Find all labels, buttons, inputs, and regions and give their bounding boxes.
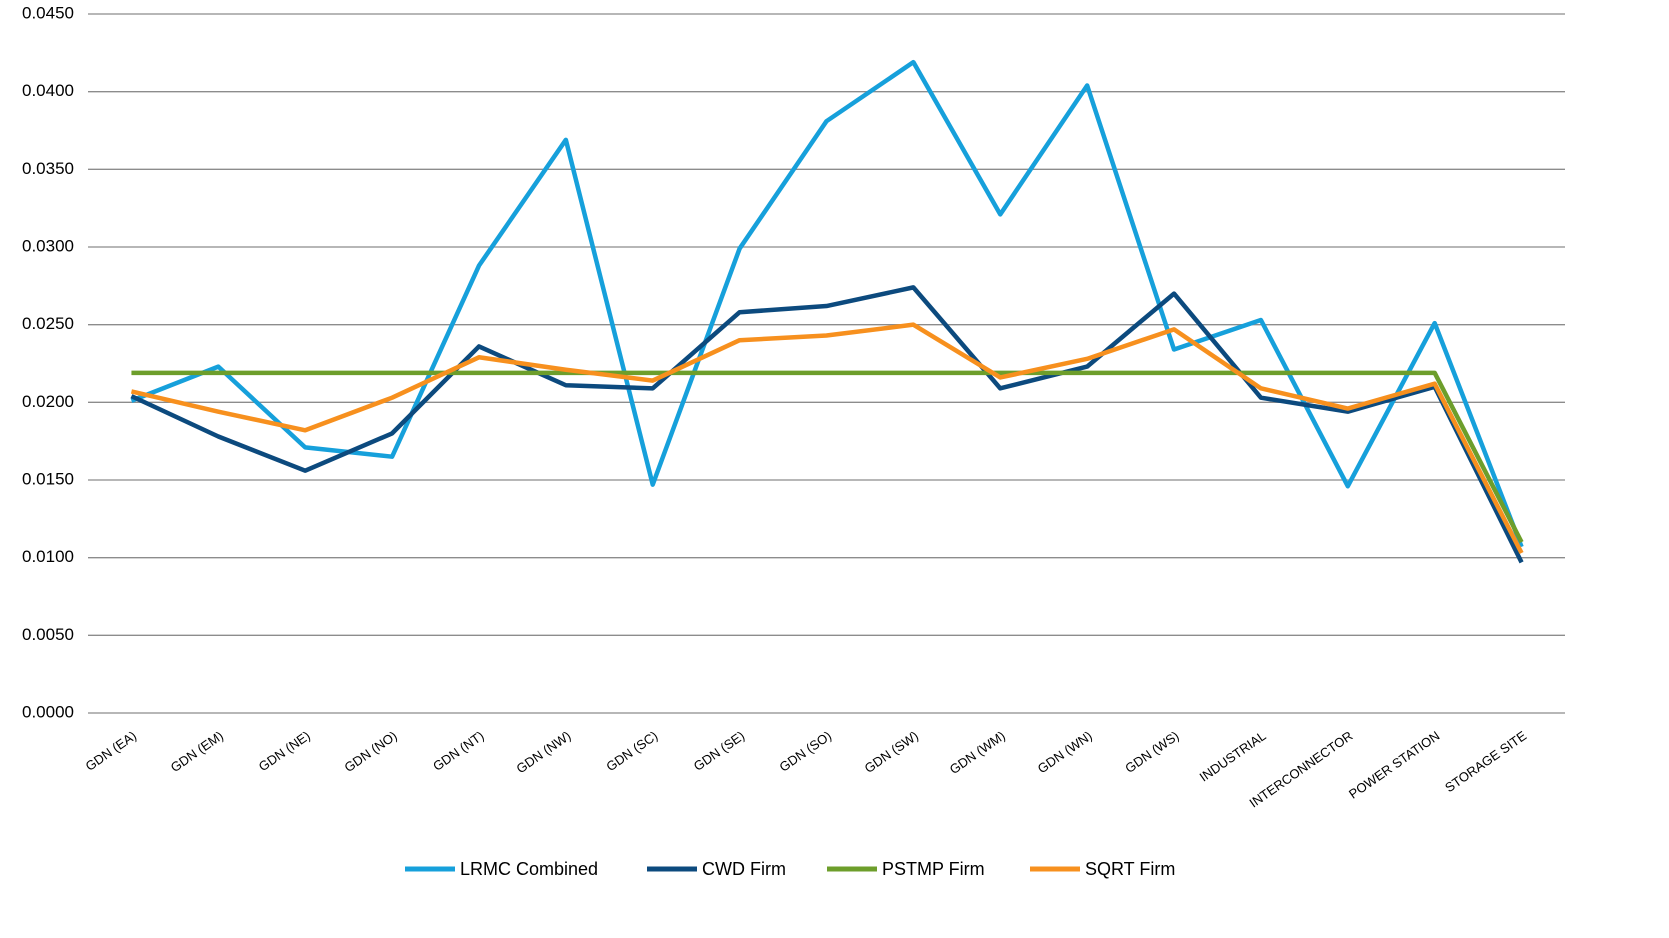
y-tick-label: 0.0150: [22, 469, 74, 488]
x-tick-label: GDN (SE): [691, 728, 748, 774]
y-tick-label: 0.0300: [22, 236, 74, 255]
y-tick-label: 0.0450: [22, 3, 74, 22]
x-tick-label: GDN (NE): [256, 728, 313, 774]
y-tick-label: 0.0100: [22, 547, 74, 566]
y-tick-label: 0.0000: [22, 702, 74, 721]
y-tick-label: 0.0200: [22, 392, 74, 411]
legend-label: SQRT Firm: [1085, 859, 1175, 879]
x-tick-label: GDN (WS): [1122, 728, 1181, 776]
y-tick-label: 0.0250: [22, 314, 74, 333]
legend-label: CWD Firm: [702, 859, 786, 879]
x-tick-label: POWER STATION: [1346, 728, 1442, 802]
x-tick-label: GDN (WN): [1035, 728, 1095, 776]
x-tick-label: GDN (SC): [603, 728, 660, 774]
x-tick-label: STORAGE SITE: [1442, 728, 1529, 795]
x-tick-label: GDN (NO): [341, 728, 399, 775]
legend-label: LRMC Combined: [460, 859, 598, 879]
x-tick-label: GDN (WM): [947, 728, 1008, 777]
series-line: [131, 370, 1524, 544]
x-tick-label: GDN (NW): [513, 728, 573, 776]
y-tick-label: 0.0400: [22, 81, 74, 100]
x-tick-label: GDN (SW): [862, 728, 921, 776]
x-tick-label: GDN (EM): [168, 728, 226, 775]
series-line: [130, 59, 1524, 548]
x-tick-label: GDN (NT): [430, 728, 487, 774]
x-tick-label: INDUSTRIAL: [1197, 728, 1269, 785]
legend-label: PSTMP Firm: [882, 859, 985, 879]
series-line: [130, 322, 1524, 555]
x-tick-label: GDN (EA): [83, 728, 140, 774]
series-line: [130, 285, 1524, 564]
x-tick-label: GDN (SO): [776, 728, 834, 775]
y-tick-label: 0.0350: [22, 159, 74, 178]
y-tick-label: 0.0050: [22, 625, 74, 644]
